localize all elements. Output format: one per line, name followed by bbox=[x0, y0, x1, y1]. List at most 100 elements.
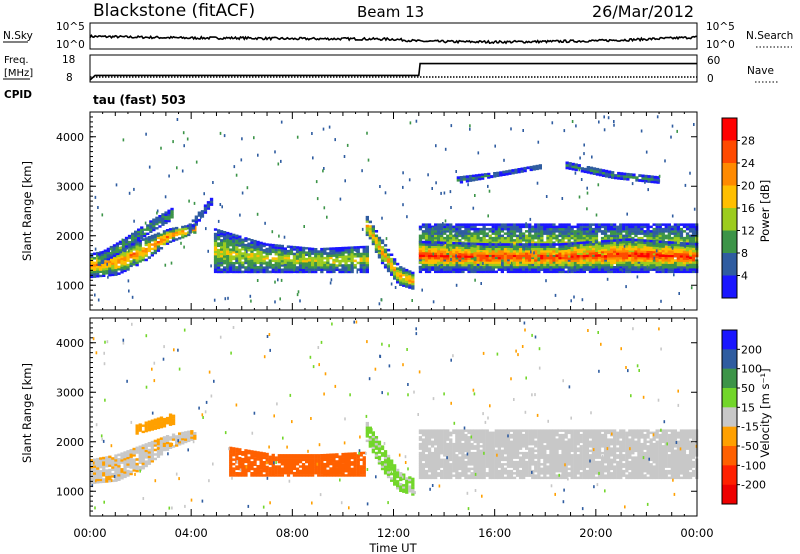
data-cell bbox=[440, 245, 444, 249]
data-cell bbox=[622, 256, 626, 260]
data-cell bbox=[503, 239, 508, 242]
data-cell bbox=[129, 453, 133, 456]
scatter-echo bbox=[180, 241, 182, 245]
scatter-echo bbox=[246, 250, 248, 254]
data-cell bbox=[164, 217, 168, 220]
data-cell bbox=[488, 256, 492, 260]
scatter-echo bbox=[148, 165, 151, 169]
data-cell bbox=[184, 227, 188, 231]
data-cell bbox=[168, 232, 173, 235]
data-cell bbox=[289, 247, 294, 251]
data-cell bbox=[359, 252, 363, 256]
data-cell bbox=[679, 248, 684, 251]
data-cell bbox=[393, 277, 397, 280]
data-cell bbox=[411, 280, 415, 284]
data-cell bbox=[232, 268, 236, 271]
data-cell bbox=[619, 243, 623, 246]
data-cell bbox=[96, 462, 100, 466]
data-cell bbox=[132, 449, 136, 453]
data-cell bbox=[500, 263, 504, 267]
data-cell bbox=[326, 252, 330, 255]
data-cell bbox=[213, 248, 218, 251]
data-cell bbox=[458, 244, 462, 247]
data-cell bbox=[152, 226, 156, 230]
scatter-echo bbox=[274, 150, 276, 154]
data-cell bbox=[637, 259, 641, 262]
data-cell bbox=[135, 451, 139, 454]
data-cell bbox=[320, 254, 324, 258]
scatter-echo bbox=[226, 264, 229, 268]
data-cell bbox=[132, 458, 136, 461]
data-cell bbox=[298, 248, 303, 252]
scatter-echo bbox=[303, 225, 305, 228]
power-panel-background bbox=[90, 112, 697, 310]
data-cell bbox=[625, 234, 629, 238]
data-cell bbox=[506, 268, 511, 271]
data-cell bbox=[576, 248, 580, 251]
data-cell bbox=[552, 245, 556, 248]
data-cell bbox=[506, 230, 511, 233]
data-cell bbox=[171, 232, 176, 235]
scatter-echo bbox=[644, 180, 646, 184]
data-cell bbox=[147, 455, 151, 459]
data-cell bbox=[114, 474, 118, 478]
data-cell bbox=[555, 259, 559, 262]
data-cell bbox=[250, 268, 254, 271]
data-cell bbox=[491, 256, 495, 260]
data-cell bbox=[368, 220, 372, 224]
data-cell bbox=[485, 249, 489, 253]
data-cell bbox=[667, 261, 671, 264]
data-cell bbox=[619, 254, 623, 258]
data-cell bbox=[140, 230, 144, 233]
data-cell bbox=[341, 259, 345, 263]
data-cell bbox=[610, 234, 614, 238]
data-cell bbox=[399, 268, 403, 271]
data-cell bbox=[497, 252, 501, 255]
data-cell bbox=[114, 465, 118, 469]
data-cell bbox=[497, 225, 501, 229]
data-cell bbox=[558, 252, 562, 255]
data-cell bbox=[632, 173, 636, 177]
data-cell bbox=[181, 437, 185, 441]
data-cell bbox=[292, 259, 297, 262]
scatter-echo bbox=[529, 217, 532, 221]
data-cell bbox=[430, 268, 435, 271]
data-cell bbox=[534, 247, 538, 251]
data-cell bbox=[323, 256, 327, 260]
data-cell bbox=[552, 259, 556, 262]
scatter-echo bbox=[94, 247, 97, 251]
data-cell bbox=[688, 268, 693, 271]
data-cell bbox=[326, 263, 330, 267]
data-cell bbox=[383, 255, 388, 258]
data-cell bbox=[156, 444, 161, 448]
data-cell bbox=[323, 268, 327, 271]
data-cell bbox=[443, 236, 447, 240]
data-cell bbox=[622, 252, 626, 255]
data-cell bbox=[616, 259, 620, 262]
data-cell bbox=[676, 263, 681, 267]
data-cell bbox=[308, 249, 312, 253]
data-cell bbox=[634, 247, 638, 251]
data-cell bbox=[482, 245, 486, 248]
data-cell bbox=[437, 230, 441, 233]
data-cell bbox=[549, 234, 553, 238]
data-cell bbox=[488, 252, 492, 255]
data-cell bbox=[555, 256, 559, 260]
data-cell bbox=[679, 236, 684, 240]
data-cell bbox=[670, 261, 674, 264]
data-cell bbox=[614, 174, 618, 177]
data-cell bbox=[485, 232, 489, 235]
data-cell bbox=[594, 227, 599, 231]
data-cell bbox=[138, 257, 142, 261]
data-cell bbox=[497, 239, 501, 242]
scatter-echo bbox=[586, 186, 588, 190]
data-cell bbox=[658, 230, 662, 233]
data-cell bbox=[503, 223, 508, 226]
data-cell bbox=[144, 451, 148, 455]
data-cell bbox=[497, 263, 501, 267]
data-cell bbox=[390, 266, 394, 270]
data-cell bbox=[289, 259, 294, 262]
data-cell bbox=[329, 249, 333, 253]
data-cell bbox=[123, 260, 127, 264]
data-cell bbox=[311, 270, 315, 274]
